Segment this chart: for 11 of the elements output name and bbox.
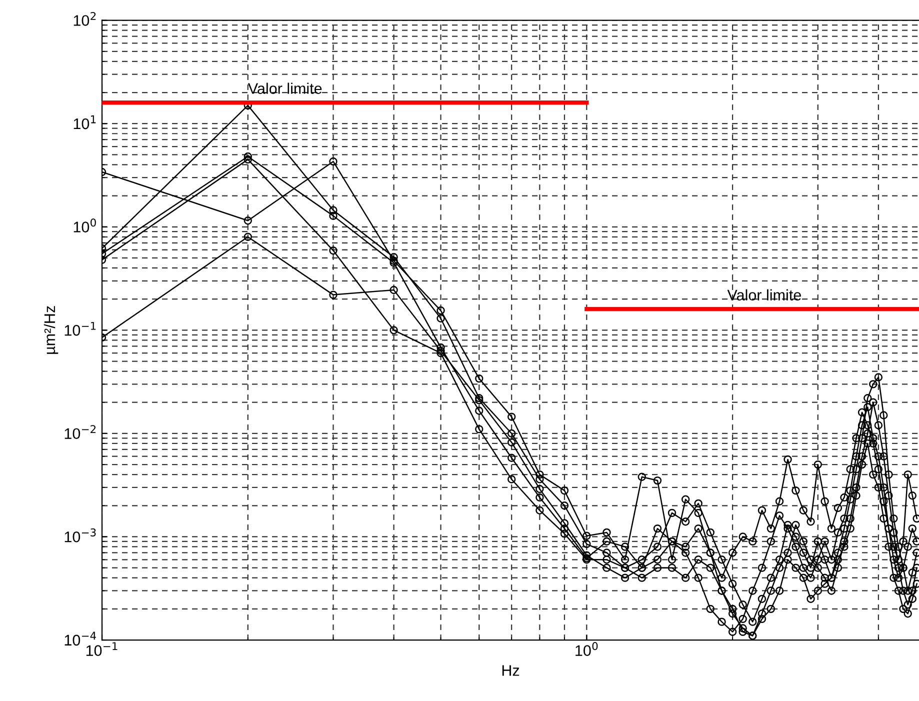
- y-tick-label: 10$^{−2}$: [64, 425, 96, 440]
- x-axis-title: Hz: [502, 665, 520, 676]
- y-tick-label: 10$^{2}$: [74, 12, 96, 26]
- y-tick-label: 10$^{−4}$: [64, 632, 96, 646]
- annotation: Valor limite: [727, 289, 801, 301]
- annotation: Valor limite: [248, 82, 322, 94]
- y-tick-label: 10$^{0}$: [74, 218, 96, 232]
- y-axis-title: µm²/Hz: [44, 306, 58, 354]
- y-tick-label: 10$^{−3}$: [64, 528, 96, 542]
- y-tick-label: 10$^{−1}$: [64, 322, 96, 336]
- y-tick-label: 10$^{1}$: [74, 115, 96, 130]
